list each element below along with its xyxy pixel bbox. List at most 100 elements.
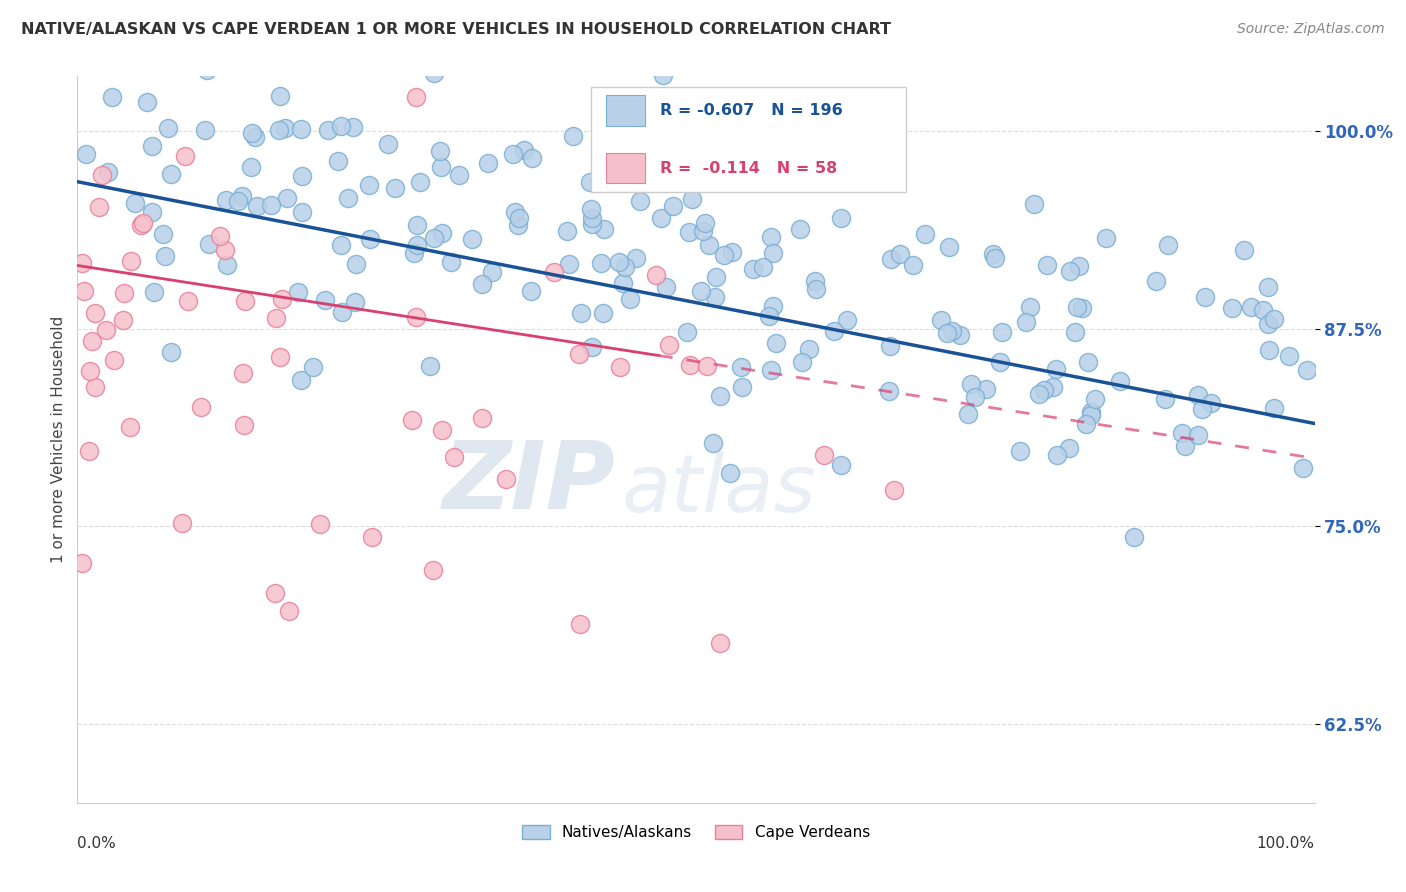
Point <box>1035 258 1057 272</box>
Point <box>938 240 960 254</box>
Point <box>628 194 651 209</box>
Point <box>662 199 685 213</box>
Point <box>419 359 441 374</box>
Point <box>384 181 406 195</box>
Point <box>645 268 668 283</box>
Point <box>703 290 725 304</box>
Point <box>1257 343 1279 357</box>
Point <box>1080 405 1102 419</box>
Point <box>1191 402 1213 417</box>
Point <box>70 256 93 270</box>
Point <box>267 123 290 137</box>
Point <box>135 95 157 109</box>
Point <box>215 193 238 207</box>
Point <box>650 211 672 225</box>
Point <box>243 130 266 145</box>
Point <box>1059 263 1081 277</box>
Point <box>592 222 614 236</box>
Point <box>329 119 352 133</box>
Point <box>581 340 603 354</box>
Point <box>713 248 735 262</box>
Point <box>1042 379 1064 393</box>
Point <box>152 227 174 241</box>
Point <box>198 236 221 251</box>
Point <box>581 211 603 225</box>
Point <box>429 144 451 158</box>
Point <box>274 121 297 136</box>
Point <box>502 147 524 161</box>
Point <box>889 247 911 261</box>
Text: atlas: atlas <box>621 451 817 529</box>
Point <box>762 299 785 313</box>
Point <box>877 384 900 398</box>
Point <box>718 466 741 480</box>
Point <box>84 306 107 320</box>
Point <box>195 63 218 78</box>
Point <box>231 188 253 202</box>
Point <box>607 255 630 269</box>
Point <box>581 217 603 231</box>
Point <box>568 347 591 361</box>
Point <box>118 420 141 434</box>
Point <box>569 616 592 631</box>
Point <box>983 251 1005 265</box>
Point <box>789 222 811 236</box>
Point <box>477 156 499 170</box>
Point <box>103 353 125 368</box>
Point <box>522 151 544 165</box>
Point <box>142 285 165 299</box>
Point <box>702 436 724 450</box>
Point <box>89 200 111 214</box>
Point <box>704 270 727 285</box>
Point <box>430 423 453 437</box>
Point <box>111 312 134 326</box>
Point <box>614 260 637 274</box>
Point <box>1220 301 1243 315</box>
Point <box>430 226 453 240</box>
Point <box>377 137 399 152</box>
Point <box>652 69 675 83</box>
Point <box>287 285 309 300</box>
Point <box>721 245 744 260</box>
Point <box>73 284 96 298</box>
Point <box>1257 280 1279 294</box>
Point <box>172 516 194 530</box>
Point <box>361 531 384 545</box>
Point <box>612 276 634 290</box>
Point <box>503 204 526 219</box>
Point <box>1028 386 1050 401</box>
Point <box>260 197 283 211</box>
Point <box>508 211 530 226</box>
Point <box>1187 388 1209 402</box>
Point <box>290 373 312 387</box>
Point <box>1187 428 1209 442</box>
Point <box>1278 349 1301 363</box>
Point <box>75 147 97 161</box>
Point <box>1251 303 1274 318</box>
Point <box>1067 260 1090 274</box>
Point <box>342 120 364 134</box>
Point <box>423 66 446 80</box>
Point <box>1199 396 1222 410</box>
Point <box>423 231 446 245</box>
Point <box>129 218 152 232</box>
Point <box>1018 300 1040 314</box>
Point <box>1157 237 1180 252</box>
Point <box>481 264 503 278</box>
Point <box>422 563 444 577</box>
Point <box>344 257 367 271</box>
Point <box>1174 440 1197 454</box>
Point <box>269 350 291 364</box>
Point <box>875 54 897 69</box>
Point <box>1015 315 1038 329</box>
Point <box>1240 301 1263 315</box>
Point <box>803 274 825 288</box>
Point <box>727 131 749 145</box>
Point <box>692 224 714 238</box>
Point <box>1046 448 1069 462</box>
Point <box>592 305 614 319</box>
Point <box>461 232 484 246</box>
Point <box>830 211 852 225</box>
Point <box>97 165 120 179</box>
Point <box>159 167 181 181</box>
